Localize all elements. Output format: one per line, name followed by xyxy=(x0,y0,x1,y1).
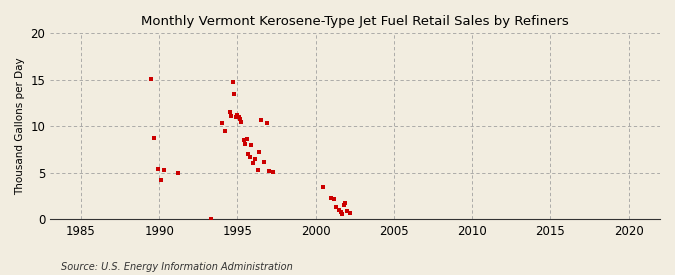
Point xyxy=(337,212,348,216)
Point xyxy=(149,135,160,140)
Point xyxy=(229,92,240,96)
Point xyxy=(338,203,349,208)
Point xyxy=(329,197,340,201)
Point xyxy=(173,171,184,175)
Point xyxy=(227,79,238,84)
Point xyxy=(159,168,169,172)
Point xyxy=(259,160,269,164)
Point xyxy=(262,120,273,125)
Point xyxy=(205,217,216,222)
Point xyxy=(246,143,257,147)
Point xyxy=(236,120,247,124)
Point xyxy=(263,169,274,173)
Y-axis label: Thousand Gallons per Day: Thousand Gallons per Day xyxy=(15,57,25,195)
Point xyxy=(155,178,166,183)
Point xyxy=(217,120,227,125)
Point xyxy=(252,168,263,172)
Point xyxy=(335,210,346,214)
Point xyxy=(250,157,261,161)
Point xyxy=(152,167,163,171)
Point xyxy=(219,129,230,133)
Point xyxy=(224,110,235,115)
Point xyxy=(268,170,279,174)
Point xyxy=(230,115,241,119)
Point xyxy=(225,114,236,118)
Point xyxy=(254,149,265,154)
Point xyxy=(318,185,329,189)
Point xyxy=(345,211,356,215)
Point xyxy=(242,137,252,142)
Point xyxy=(238,138,249,142)
Point xyxy=(232,113,243,117)
Point xyxy=(234,117,245,121)
Point xyxy=(146,77,157,81)
Point xyxy=(243,152,254,156)
Point xyxy=(240,142,250,146)
Point xyxy=(331,205,342,210)
Point xyxy=(342,209,352,213)
Point xyxy=(340,200,351,205)
Point xyxy=(244,155,255,159)
Point xyxy=(248,161,259,165)
Point xyxy=(256,118,267,122)
Point xyxy=(326,196,337,200)
Text: Source: U.S. Energy Information Administration: Source: U.S. Energy Information Administ… xyxy=(61,262,292,272)
Point xyxy=(234,115,244,119)
Title: Monthly Vermont Kerosene-Type Jet Fuel Retail Sales by Refiners: Monthly Vermont Kerosene-Type Jet Fuel R… xyxy=(141,15,568,28)
Point xyxy=(333,208,344,212)
